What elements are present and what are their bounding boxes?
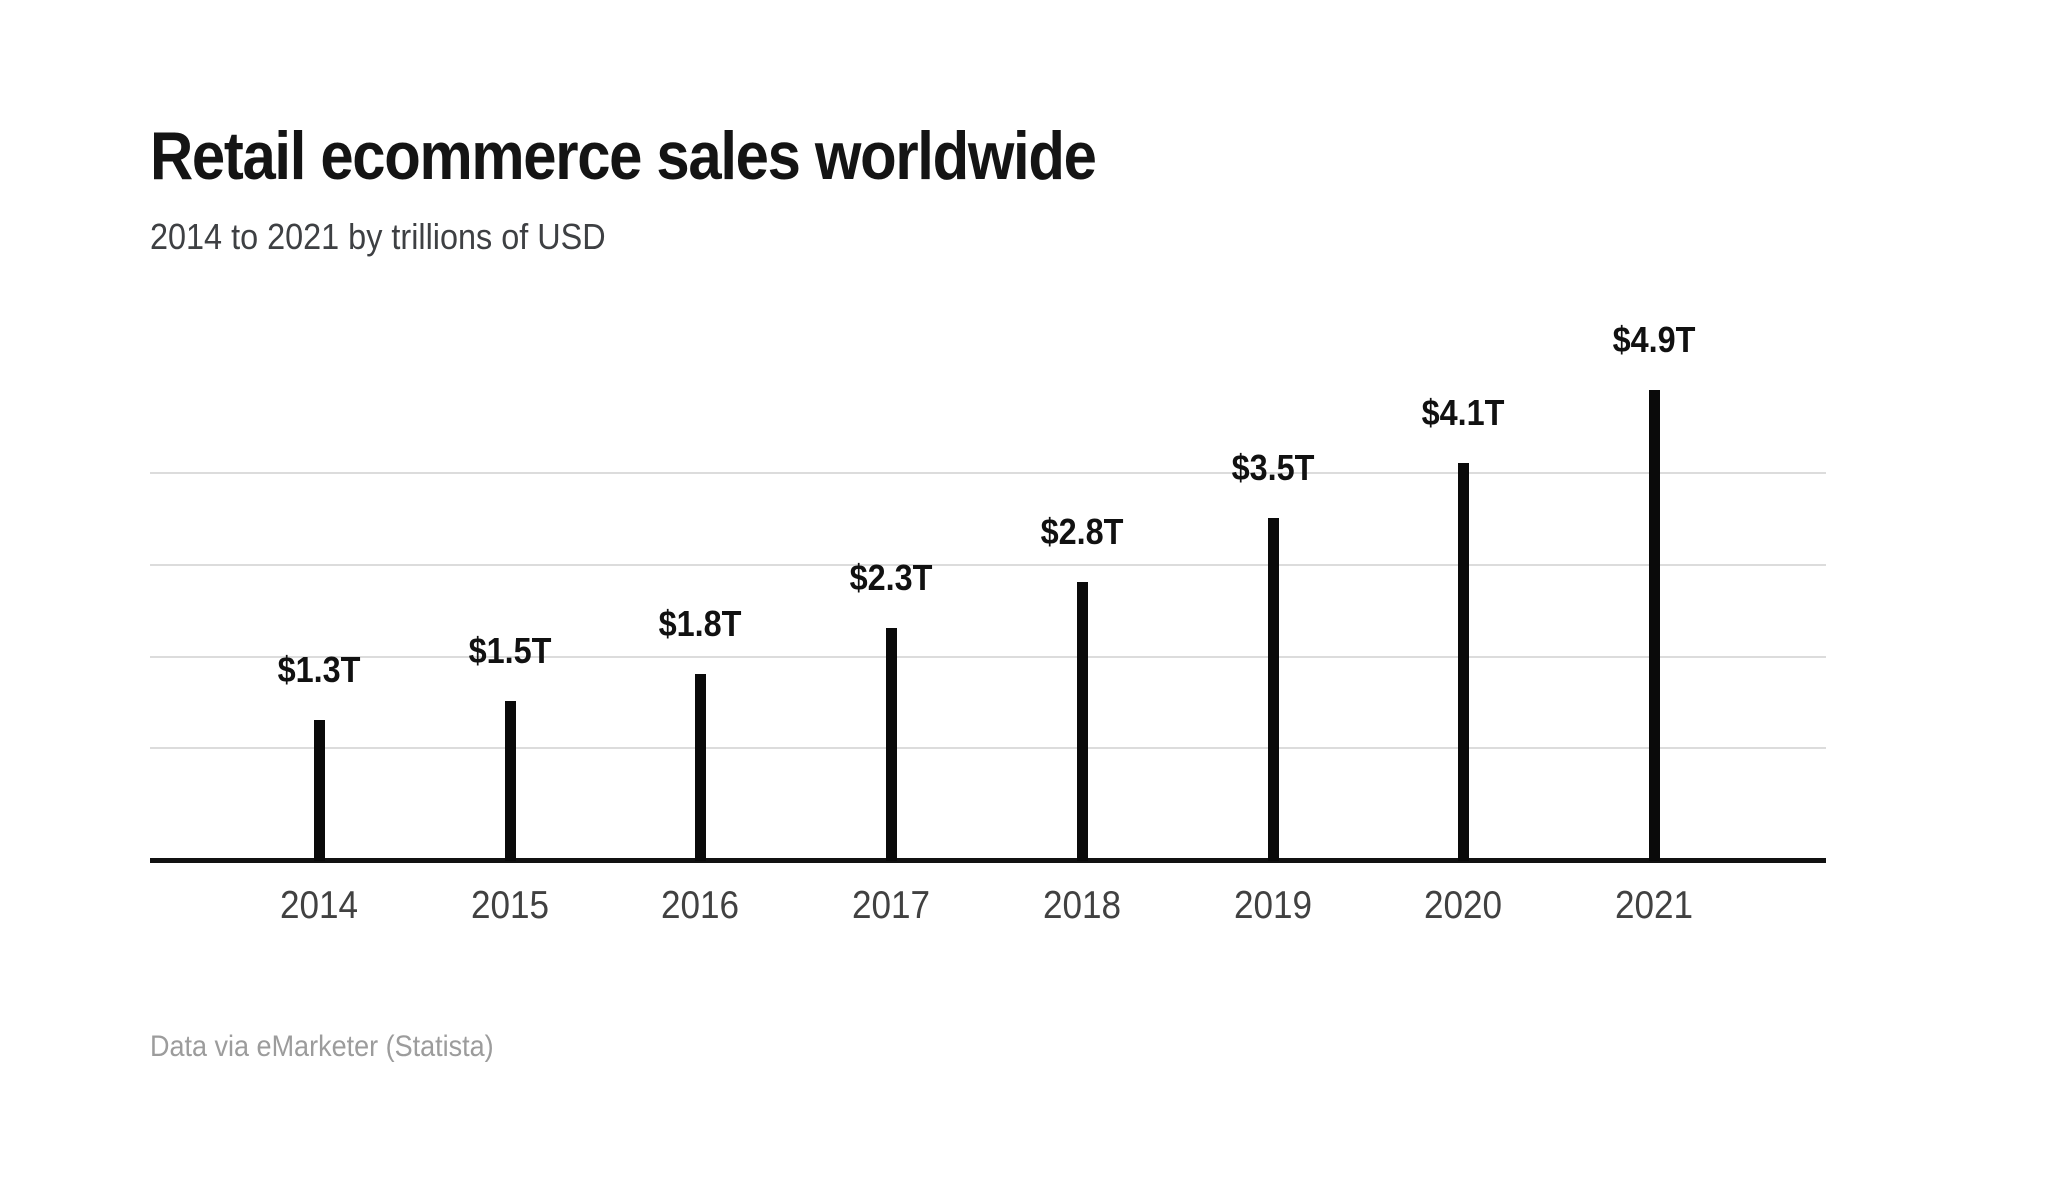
x-tick-label: 2017 [851, 884, 931, 927]
x-tick-label: 2018 [1042, 884, 1122, 927]
bar-value-label: $1.3T [277, 649, 361, 690]
bar [1458, 463, 1469, 861]
bar [314, 720, 325, 861]
bar-value-label: $2.8T [1040, 511, 1124, 552]
bar-value-label: $1.5T [468, 630, 552, 671]
chart-subtitle: 2014 to 2021 by trillions of USD [150, 216, 606, 257]
x-tick-label: 2019 [1233, 884, 1313, 927]
bar [695, 674, 706, 861]
bar [886, 628, 897, 861]
bar [1268, 518, 1279, 861]
x-tick-label: 2015 [470, 884, 550, 927]
chart-title: Retail ecommerce sales worldwide [150, 118, 1097, 194]
source-note: Data via eMarketer (Statista) [150, 1030, 494, 1063]
x-tick-label: 2016 [660, 884, 740, 927]
bar-value-label: $3.5T [1231, 447, 1315, 488]
gridline [150, 564, 1826, 566]
bar [505, 701, 516, 861]
bar-value-label: $2.3T [849, 557, 933, 598]
x-tick-label: 2021 [1614, 884, 1694, 927]
bar [1649, 390, 1660, 861]
x-axis-line [150, 858, 1826, 863]
gridline [150, 656, 1826, 658]
bar-value-label: $1.8T [658, 603, 742, 644]
bar-value-label: $4.9T [1612, 319, 1696, 360]
bar-value-label: $4.1T [1421, 392, 1505, 433]
bar [1077, 582, 1088, 861]
x-tick-label: 2014 [279, 884, 359, 927]
x-tick-label: 2020 [1423, 884, 1503, 927]
gridline [150, 747, 1826, 749]
gridline [150, 472, 1826, 474]
